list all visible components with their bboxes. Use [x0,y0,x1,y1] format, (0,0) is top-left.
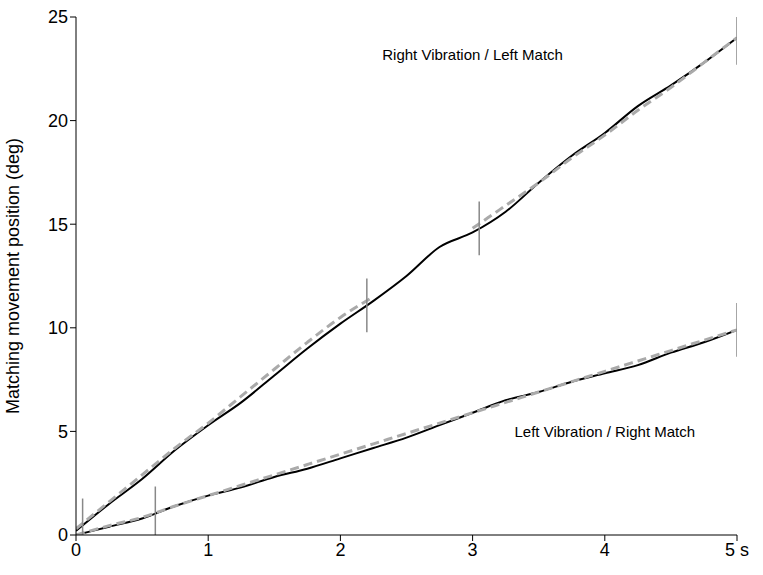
svg-text:10: 10 [48,318,68,338]
svg-text:20: 20 [48,111,68,131]
svg-text:Matching movement position (de: Matching movement position (deg) [3,138,23,414]
svg-text:0: 0 [58,525,68,545]
svg-text:5 s: 5 s [725,540,749,560]
svg-text:15: 15 [48,215,68,235]
svg-text:25: 25 [48,7,68,27]
svg-text:Left Vibration / Right Match: Left Vibration / Right Match [514,423,695,440]
svg-text:Right Vibration / Left Match: Right Vibration / Left Match [382,46,563,63]
svg-text:4: 4 [600,540,610,560]
svg-text:3: 3 [468,540,478,560]
svg-text:0: 0 [71,540,81,560]
svg-text:1: 1 [203,540,213,560]
svg-text:2: 2 [335,540,345,560]
svg-text:5: 5 [58,422,68,442]
